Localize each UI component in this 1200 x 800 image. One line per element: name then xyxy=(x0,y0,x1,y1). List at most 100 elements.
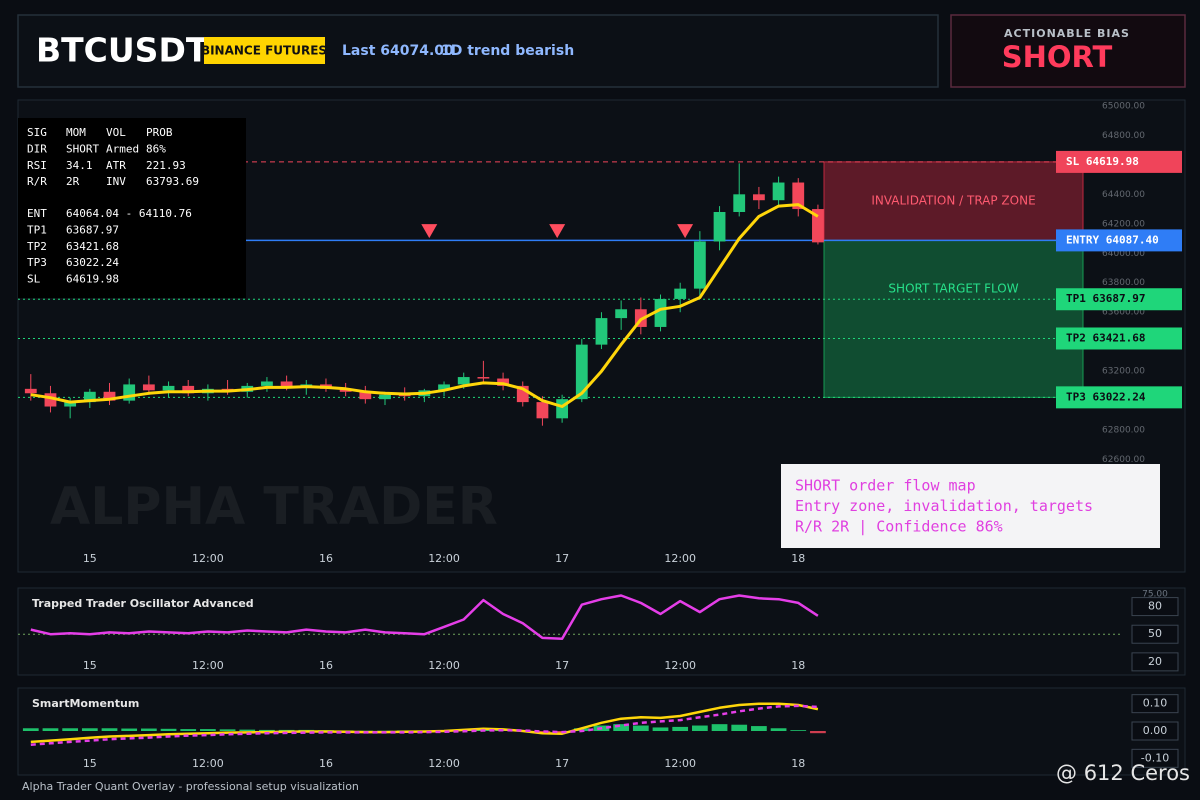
histogram-bar xyxy=(691,725,708,731)
y-tick-box xyxy=(1131,721,1179,741)
y-tick-label: 65000.00 xyxy=(1102,101,1145,111)
x-tick-label: 17 xyxy=(555,659,569,672)
exchange-badge xyxy=(204,37,325,64)
histogram-bar xyxy=(200,729,216,731)
header-box xyxy=(17,14,939,88)
candle-body xyxy=(162,385,175,391)
level-label: ENTRY 64087.40 xyxy=(1066,233,1159,246)
candle-body xyxy=(123,384,136,401)
histogram-bar xyxy=(22,728,39,731)
x-tick-label: 16 xyxy=(319,757,333,770)
candle-body xyxy=(261,381,273,386)
info-cell: 63793.69 xyxy=(146,175,199,188)
info-cell: 63687.97 xyxy=(66,223,119,236)
y-tick-label: 64000.00 xyxy=(1102,249,1145,259)
candle-body xyxy=(83,391,96,403)
candle-body xyxy=(103,391,116,401)
histogram-bar xyxy=(672,726,689,731)
x-tick-label: 16 xyxy=(319,552,333,565)
signal-marker xyxy=(549,224,566,239)
y-tick-label: 63600.00 xyxy=(1102,308,1145,318)
info-cell: SIG xyxy=(27,126,47,139)
candle-body xyxy=(693,241,706,289)
x-tick-label: 18 xyxy=(791,552,805,565)
y-tick-label: 64400.00 xyxy=(1102,190,1145,200)
info-panel xyxy=(18,118,246,298)
candle-body xyxy=(379,394,391,400)
candle-body xyxy=(752,194,765,201)
candle-body xyxy=(536,402,549,419)
x-tick-label: 15 xyxy=(83,659,97,672)
trend: 1D trend bearish xyxy=(441,43,574,59)
y-tick-label: 64200.00 xyxy=(1102,219,1145,229)
x-tick-label: 17 xyxy=(555,552,569,565)
candle-body xyxy=(654,298,667,327)
candle-body xyxy=(182,385,195,394)
histogram-bar xyxy=(751,726,767,731)
info-cell: 34.1 xyxy=(66,159,93,172)
histogram-bar xyxy=(731,724,748,731)
info-cell: PROB xyxy=(146,126,173,139)
y-tick-label: 62600.00 xyxy=(1102,455,1145,465)
x-tick-label: 12:00 xyxy=(428,659,460,672)
candle-body xyxy=(64,402,77,407)
bias-label: ACTIONABLE BIAS xyxy=(1004,27,1130,40)
y-tick-box xyxy=(1131,694,1179,714)
info-cell: 221.93 xyxy=(146,159,186,172)
signal-marker xyxy=(421,224,438,239)
credit: @ 612 Ceros xyxy=(1056,761,1190,785)
histogram-bar xyxy=(140,728,157,731)
info-cell: 63421.68 xyxy=(66,240,119,253)
y-tick-box xyxy=(1131,652,1179,672)
pane-title: SmartMomentum xyxy=(32,697,139,710)
watermark: ALPHA TRADER xyxy=(50,477,498,537)
pane-annotation: 75.00 xyxy=(1142,590,1168,600)
candle-body xyxy=(674,288,687,299)
info-cell: 86% xyxy=(146,142,166,155)
candle-body xyxy=(792,182,805,210)
histogram-bar xyxy=(790,730,807,731)
x-tick-label: 12:00 xyxy=(192,659,224,672)
level-label: SL 64619.98 xyxy=(1066,155,1139,168)
y-tick-label: 0.00 xyxy=(1143,724,1168,737)
x-tick-label: 18 xyxy=(791,757,805,770)
histogram-bar xyxy=(219,729,236,731)
annotation-line: SHORT order flow map xyxy=(795,477,976,495)
bias: SHORT xyxy=(1002,40,1113,74)
histogram-bar xyxy=(239,729,256,731)
overlay: SIG MOM VOL PROB DIR SHORT Armed 86% RSI 34.1 ATR 2… xyxy=(18,118,1160,548)
y-tick-label: 62800.00 xyxy=(1102,426,1145,436)
info-cell: ENT xyxy=(27,207,47,220)
candle-body xyxy=(24,388,37,394)
candle-body xyxy=(142,384,155,391)
x-tick-label: 12:00 xyxy=(428,757,460,770)
histogram-bar xyxy=(259,729,275,731)
y-tick-label: 0.10 xyxy=(1143,697,1168,710)
candle-body xyxy=(516,385,529,403)
info-cell: R/R xyxy=(27,175,47,188)
histogram-bar xyxy=(573,728,590,731)
info-cell: VOL xyxy=(106,126,126,139)
y-tick-label: 63200.00 xyxy=(1102,367,1145,377)
x-tick-label: 17 xyxy=(555,757,569,770)
info-cell: SL xyxy=(27,273,41,286)
histogram-bar xyxy=(160,728,177,731)
info-cell: 63022.24 xyxy=(66,256,119,269)
annotation-line: Entry zone, invalidation, targets xyxy=(795,497,1093,515)
candle-body xyxy=(575,344,588,400)
series-line xyxy=(30,702,819,744)
info-cell: TP1 xyxy=(27,223,47,236)
level-box xyxy=(1056,386,1182,409)
x-tick-label: 12:00 xyxy=(428,552,460,565)
candle-body xyxy=(44,393,57,407)
annotation-box xyxy=(781,464,1160,548)
histogram-bar xyxy=(534,731,551,733)
chart-pane: Trapped Trader Oscillator Advanced 75.00 1… xyxy=(17,587,1186,676)
series-line xyxy=(30,203,819,408)
x-tick-label: 12:00 xyxy=(664,552,696,565)
info-cell: 64619.98 xyxy=(66,273,119,286)
candle-body xyxy=(359,391,372,400)
level-label: TP2 63421.68 xyxy=(1066,331,1145,344)
y-tick-box xyxy=(1131,597,1179,617)
candle-body xyxy=(733,194,746,212)
